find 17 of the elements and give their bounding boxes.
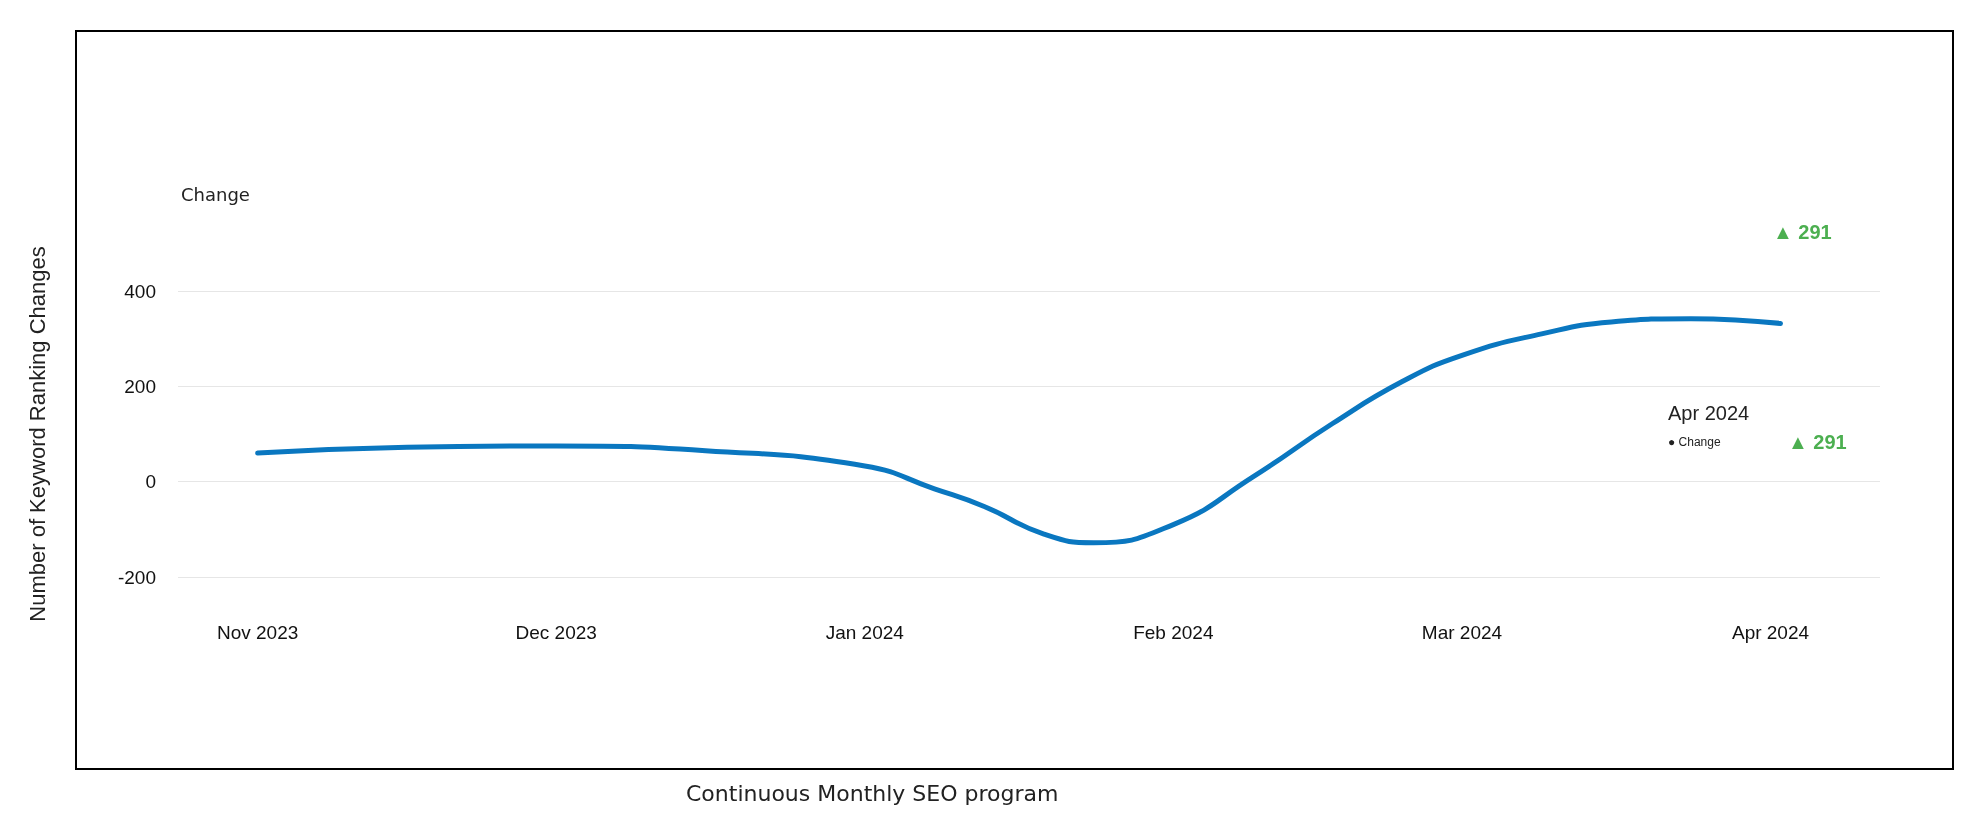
- y-axis-title: Number of Keyword Ranking Changes: [24, 246, 50, 622]
- text: Continuous Monthly SEO program: [686, 780, 1059, 806]
- annotation: Apr 2024: [1668, 402, 1750, 424]
- chart-title: Change: [181, 183, 250, 205]
- annotation: ▲ 291: [1788, 431, 1847, 453]
- y-tick-label: 0: [145, 471, 156, 493]
- x-tick-label: Apr 2024: [1731, 622, 1810, 643]
- y-tick-label: 200: [124, 375, 156, 397]
- x-tick-label: Nov 2023: [216, 622, 299, 643]
- x-tick-label: Jan 2024: [825, 622, 905, 643]
- y-tick-label: -200: [117, 566, 156, 588]
- y-tick-label: 400: [124, 280, 156, 302]
- annotation: ● Change: [1668, 435, 1721, 449]
- text: ▲ 291: [1773, 221, 1832, 243]
- x-tick-label: Mar 2024: [1421, 622, 1503, 643]
- x-tick-label: Feb 2024: [1133, 622, 1214, 643]
- x-tick-label: Dec 2023: [515, 622, 597, 643]
